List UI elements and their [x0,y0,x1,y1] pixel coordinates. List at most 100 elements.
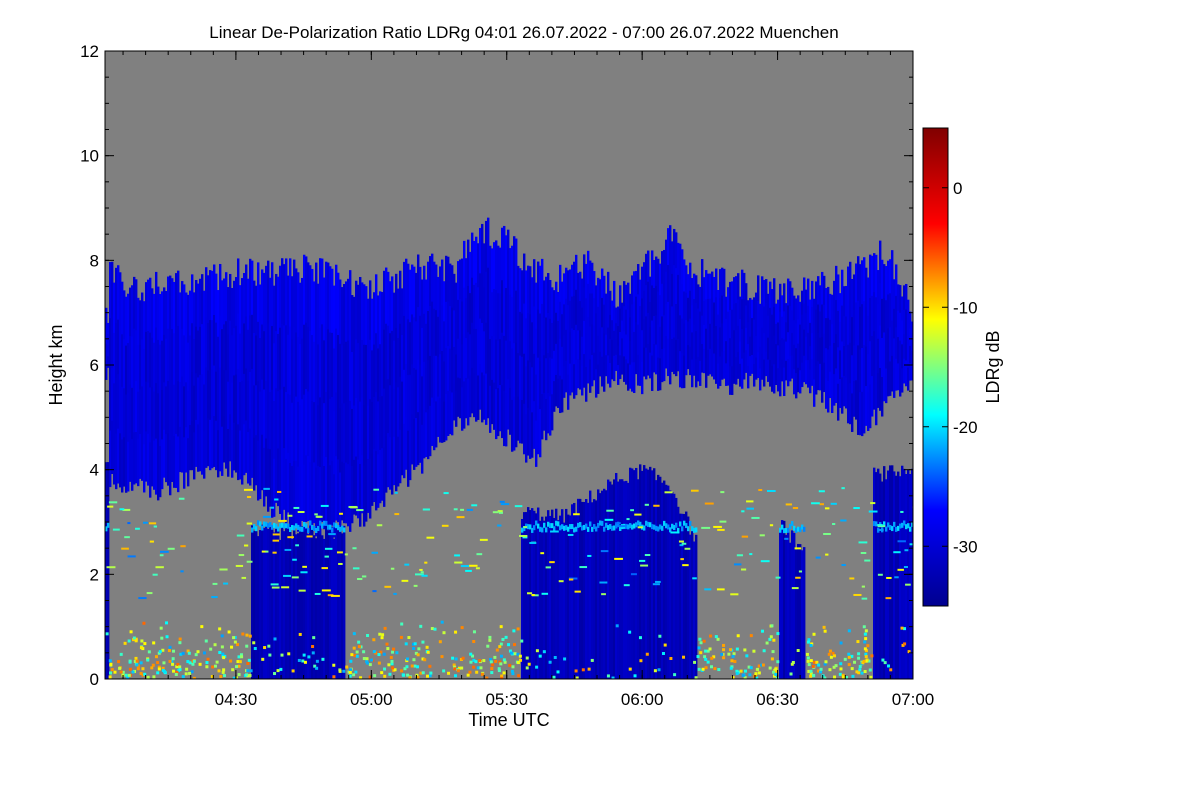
aerosol-cell [864,659,868,663]
cloud-cell [567,305,570,341]
cloud-cell [429,305,432,357]
cloud-cell [731,281,734,311]
cloud-cell [169,440,172,496]
aerosol-cell [754,672,758,676]
melting-cell [783,528,786,534]
cloud-cell [451,392,454,436]
aerosol-cell [390,662,394,666]
cloud-cell [533,259,536,307]
aerosol-cell [171,657,175,661]
cloud-cell [259,391,262,446]
cloud-cell [591,293,594,325]
precip-cell [271,528,274,679]
precip-cell [671,491,674,679]
aerosol-cell [574,669,578,673]
cloud-cell [409,374,412,428]
aerosol-cell [741,673,745,677]
cloud-cell [163,334,166,383]
melting-cell [631,524,634,530]
cloud-cell [705,328,708,359]
cloud-cell [581,336,584,367]
cloud-cell [621,302,624,321]
aerosol-cell [907,650,911,654]
cloud-cell [329,332,332,400]
melting-cell [563,525,566,531]
speckle-cell [861,585,865,588]
aerosol-cell [239,653,243,657]
cloud-cell [367,459,370,513]
cloud-cell [387,433,390,488]
cloud-cell [159,293,162,346]
speckle-cell [678,540,684,543]
cloud-cell [471,367,474,414]
aerosol-cell [563,657,567,661]
speckle-cell [579,566,588,569]
aerosol-cell [134,639,138,643]
cloud-cell [269,449,272,507]
aerosol-cell [135,663,139,667]
cloud-cell [665,303,668,337]
cloud-cell [377,295,380,349]
cloud-cell [413,418,416,470]
cloud-cell [359,401,362,465]
aerosol-cell [720,652,724,656]
aerosol-cell [355,650,359,654]
speckle-cell [456,516,465,519]
aerosol-cell [163,670,167,674]
mid-level-speckle [106,487,913,600]
cloud-cell [545,317,548,359]
melting-cell [331,527,334,533]
cloud-cell [637,354,640,386]
cloud-cell [641,266,644,299]
cloud-cell [341,403,344,463]
cloud-cell [247,432,250,484]
cloud-cell [507,379,510,430]
melting-cell [803,526,806,532]
cloud-cell [651,355,654,391]
cloud-cell [595,285,598,314]
cloud-cell [407,375,410,432]
precip-cell [883,466,886,679]
cloud-cell [239,333,242,383]
cloud-cell [667,228,670,266]
cloud-cell [517,396,520,441]
cloud-cell [439,398,442,443]
melting-cell [801,524,804,530]
cloud-cell [353,351,356,406]
cloud-cell [367,298,370,353]
cloud-cell [811,333,814,360]
aerosol-cell [807,663,811,667]
speckle-cell [680,558,684,561]
cloud-cell [519,311,522,356]
speckle-cell [746,507,754,510]
cloud-cell [701,343,704,373]
cloud-cell [335,456,338,521]
cloud-cell [461,387,464,431]
cloud-cell [445,301,448,349]
aerosol-cell [673,673,677,677]
cloud-cell [617,365,620,385]
aerosol-cell [754,673,758,677]
precip-cell [293,528,296,679]
speckle-cell [841,487,845,490]
cloud-cell [303,394,306,466]
cloud-cell [597,306,600,337]
cloud-cell [469,375,472,418]
cloud-cell [731,309,734,339]
cloud-cell [121,439,124,493]
aerosol-cell [365,661,369,665]
cloud-cell [493,335,496,384]
aerosol-cell [421,640,425,644]
aerosol-cell [230,645,234,649]
cloud-cell [647,312,650,345]
cloud-cell [219,367,222,420]
cloud-cell [301,277,304,340]
melting-cell [653,524,656,530]
cloud-cell [715,325,718,356]
cloud-cell [787,278,790,306]
speckle-cell [297,511,305,514]
cloud-cell [513,396,516,451]
cloud-cell [753,363,756,387]
cloud-cell [299,405,302,467]
cloud-cell [817,361,820,391]
